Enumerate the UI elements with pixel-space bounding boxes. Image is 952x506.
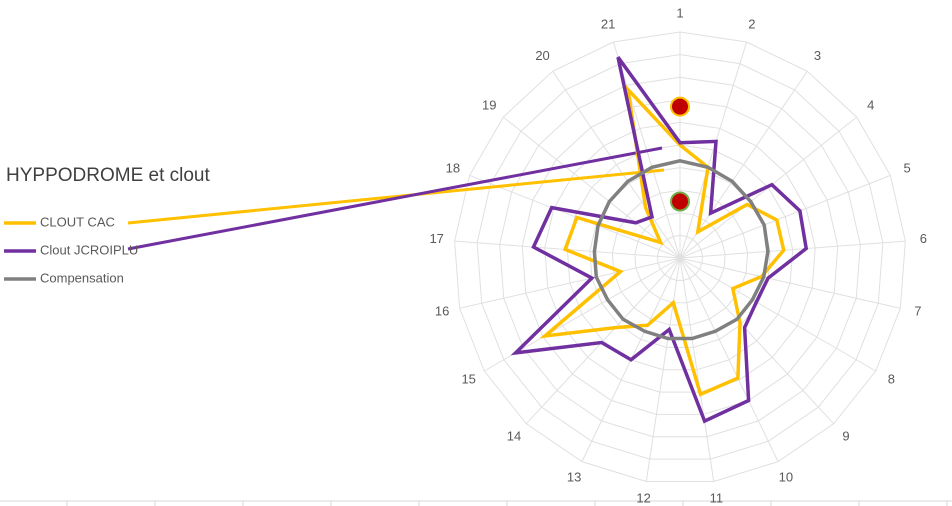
spoke xyxy=(469,174,681,259)
category-label: 17 xyxy=(429,231,443,246)
category-label: 19 xyxy=(482,97,496,112)
marker xyxy=(670,191,690,212)
spoke xyxy=(679,257,901,309)
grid-ring xyxy=(656,234,704,281)
chart-title: HYPPODROME et clout xyxy=(6,165,210,186)
spoke xyxy=(645,257,681,482)
spoke xyxy=(679,240,906,259)
category-label: 12 xyxy=(636,491,650,506)
series-line xyxy=(592,159,770,341)
legend-label: CLOUT CAC xyxy=(40,214,115,229)
series-line xyxy=(510,56,809,424)
category-label: 9 xyxy=(842,428,849,443)
spoke xyxy=(552,70,681,259)
category-label: 2 xyxy=(748,16,755,31)
category-label: 14 xyxy=(507,428,521,443)
spoke xyxy=(502,116,681,259)
grid-ring xyxy=(499,76,861,438)
category-label: 15 xyxy=(461,371,475,386)
grid-ring xyxy=(454,31,906,482)
spoke xyxy=(679,257,876,372)
category-label: 3 xyxy=(814,48,821,63)
grid-ring xyxy=(521,99,839,415)
category-label: 7 xyxy=(914,304,921,319)
grid-ring xyxy=(476,54,884,460)
category-label: 10 xyxy=(779,469,793,484)
spoke xyxy=(525,257,681,425)
spoke xyxy=(459,257,681,309)
callout-arrow xyxy=(127,146,663,251)
category-label: 5 xyxy=(904,160,911,175)
spoke xyxy=(679,70,808,259)
category-label: 16 xyxy=(435,304,449,319)
spoke xyxy=(679,257,835,425)
grid-ring xyxy=(544,121,816,393)
category-label: 11 xyxy=(710,491,724,506)
category-label: 4 xyxy=(867,97,874,112)
category-label: 1 xyxy=(676,5,683,20)
grid-ring xyxy=(566,144,794,371)
legend-label: Clout JCROIPLU xyxy=(40,242,138,257)
category-label: 20 xyxy=(535,48,549,63)
category-label: 21 xyxy=(601,16,615,31)
spoke xyxy=(679,257,715,482)
spoke xyxy=(679,257,779,462)
spoke xyxy=(679,41,748,259)
spoke xyxy=(679,174,891,259)
category-label: 18 xyxy=(446,160,460,175)
category-label: 8 xyxy=(888,371,895,386)
marker xyxy=(670,96,690,117)
category-label: 13 xyxy=(567,469,581,484)
legend-label: Compensation xyxy=(40,270,124,285)
series-line xyxy=(539,84,786,397)
callout-arrow xyxy=(127,168,665,225)
category-label: 6 xyxy=(920,231,927,246)
